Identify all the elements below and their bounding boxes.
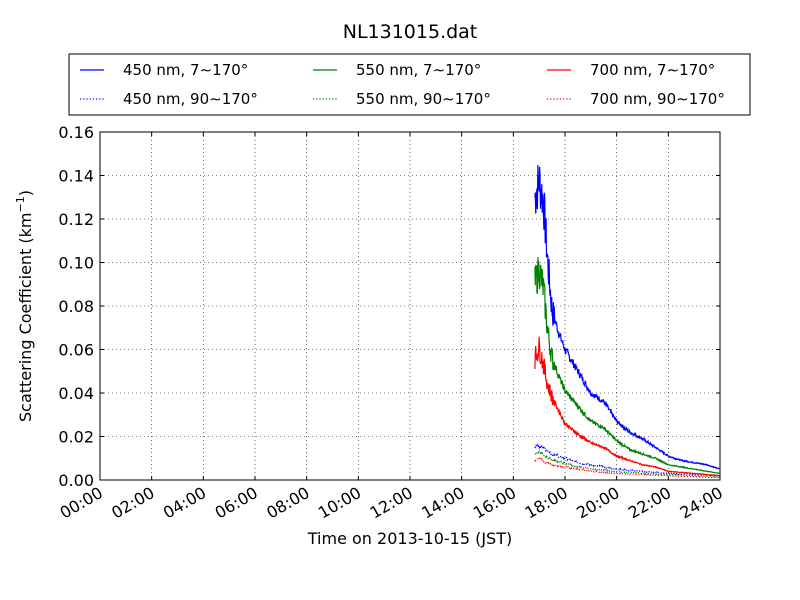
axis-ticks: 00:00 02:00 04:00 06:00 08:00 10:00 12:00 14:00… (57, 123, 726, 523)
legend-label: 550 nm, 7∼170° (356, 61, 481, 79)
x-tick-label: 02:00 (108, 483, 157, 523)
series-lines (534, 164, 721, 479)
x-tick-label: 20:00 (573, 483, 622, 523)
legend-label: 550 nm, 90∼170° (356, 90, 491, 108)
series-line (534, 164, 721, 470)
y-tick-label: 0.16 (58, 123, 94, 142)
y-tick-label: 0.02 (58, 428, 94, 447)
y-tick-label: 0.06 (58, 341, 94, 360)
x-tick-label: 08:00 (263, 483, 312, 523)
y-tick-label: 0.10 (58, 254, 94, 273)
y-axis-label: Scattering Coefficient (km−1) (14, 190, 35, 422)
y-tick-label: 0.00 (58, 471, 94, 490)
y-axis-label-main: Scattering Coefficient (km (16, 212, 35, 422)
y-axis-label-superscript: −1 (14, 196, 27, 212)
y-tick-label: 0.14 (58, 167, 94, 186)
x-tick-label: 18:00 (522, 483, 571, 523)
legend-label: 700 nm, 90∼170° (590, 90, 725, 108)
y-axis-label-tail: ) (16, 190, 35, 196)
x-tick-label: 24:00 (677, 483, 726, 523)
x-tick-label: 10:00 (315, 483, 364, 523)
x-tick-label: 12:00 (367, 483, 416, 523)
legend-frame (68, 53, 751, 116)
x-tick-label: 06:00 (212, 483, 261, 523)
series-line (534, 336, 721, 477)
x-tick-label: 04:00 (160, 483, 209, 523)
legend-label: 700 nm, 7∼170° (590, 61, 715, 79)
y-tick-label: 0.08 (58, 297, 94, 316)
grid-lines (100, 132, 720, 480)
x-axis-label: Time on 2013-10-15 (JST) (307, 529, 512, 548)
series-line (534, 456, 720, 479)
legend-label: 450 nm, 7∼170° (123, 61, 248, 79)
legend: 450 nm, 7∼170° 450 nm, 90∼170° 550 nm, 7∼1… (68, 53, 751, 116)
y-tick-label: 0.12 (58, 210, 94, 229)
x-tick-label: 14:00 (418, 483, 467, 523)
legend-label: 450 nm, 90∼170° (123, 90, 258, 108)
chart-title: NL131015.dat (343, 21, 478, 43)
series-line (534, 257, 720, 475)
x-tick-label: 22:00 (625, 483, 674, 523)
series-line (534, 449, 721, 478)
y-tick-label: 0.04 (58, 384, 94, 403)
x-tick-label: 16:00 (470, 483, 519, 523)
